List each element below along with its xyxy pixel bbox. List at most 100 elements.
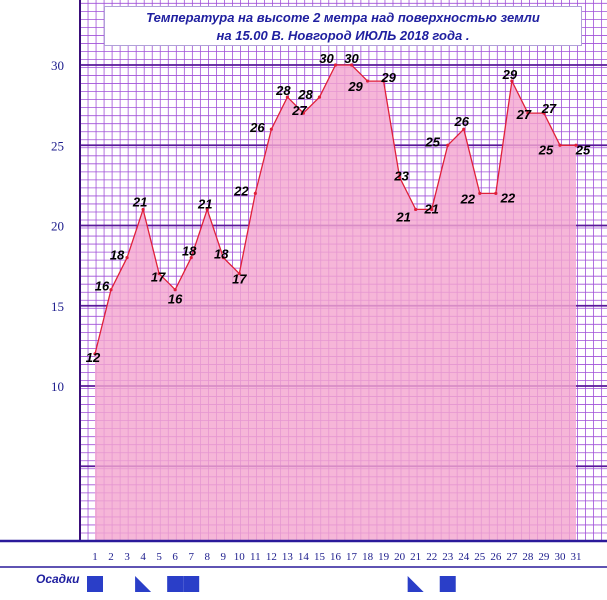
x-tick-label: 18: [362, 551, 374, 563]
data-point: [205, 207, 209, 212]
x-tick-label: 13: [282, 551, 294, 563]
x-tick-label: 11: [250, 551, 261, 563]
data-label: 23: [393, 168, 409, 183]
data-label: 29: [502, 67, 518, 82]
precip-marker-full: [183, 576, 200, 592]
data-point: [398, 175, 402, 179]
data-label: 25: [538, 142, 554, 157]
chart-title-line1: Температура на высоте 2 метра над поверх…: [146, 10, 540, 25]
data-point: [446, 143, 450, 147]
x-tick-label: 31: [571, 551, 582, 563]
precip-marker-partial: [135, 576, 152, 592]
data-point: [125, 256, 129, 260]
area-fill: [95, 65, 576, 541]
data-label: 28: [297, 87, 313, 102]
chart-title-line2: на 15.00 В. Новгород ИЮЛЬ 2018 года .: [216, 28, 470, 43]
x-tick-label: 30: [554, 551, 566, 563]
data-point: [93, 352, 97, 356]
data-point: [253, 191, 257, 195]
data-label: 25: [575, 142, 591, 157]
temperature-area: [93, 63, 578, 541]
data-label: 16: [168, 292, 183, 307]
data-point: [365, 79, 370, 83]
data-point: [317, 95, 322, 99]
y-tick-label: 15: [51, 299, 64, 314]
x-tick-label: 23: [442, 551, 454, 563]
x-tick-label: 28: [522, 551, 534, 563]
data-label: 27: [541, 101, 557, 116]
data-label: 26: [249, 120, 265, 135]
x-tick-label: 10: [234, 551, 246, 563]
data-point: [141, 207, 145, 212]
precip-marker-full: [439, 576, 456, 592]
data-point: [237, 272, 241, 276]
data-label: 25: [424, 134, 440, 149]
axes: [0, 0, 607, 568]
data-point: [526, 111, 530, 115]
x-tick-label: 12: [266, 551, 277, 563]
data-point: [301, 111, 306, 115]
data-label: 26: [454, 114, 470, 129]
x-tick-label: 8: [204, 551, 210, 563]
x-tick-label: 15: [314, 551, 326, 563]
data-point: [349, 63, 354, 67]
precip-marker-full: [167, 576, 184, 592]
x-tick-label: 29: [538, 551, 550, 563]
data-point: [478, 191, 482, 195]
x-tick-label: 5: [156, 551, 162, 563]
x-tick-label: 9: [221, 551, 227, 563]
data-label: 12: [86, 350, 101, 365]
data-label: 27: [291, 103, 307, 118]
precip-marker-full: [87, 576, 103, 592]
data-label: 30: [319, 51, 334, 66]
data-point: [574, 143, 578, 147]
data-label: 17: [151, 270, 166, 285]
data-label: 16: [95, 279, 110, 294]
chart-title-box: Температура на высоте 2 метра над поверх…: [104, 6, 582, 46]
y-tick-label: 10: [51, 379, 64, 394]
data-label: 28: [275, 83, 291, 98]
data-point: [542, 111, 546, 115]
data-label: 22: [233, 183, 249, 198]
data-point: [430, 207, 434, 212]
x-tick-label: 17: [346, 551, 358, 563]
x-tick-label: 16: [330, 551, 342, 563]
data-point: [109, 288, 113, 292]
y-tick-label: 25: [51, 138, 64, 153]
data-point: [414, 207, 418, 212]
x-tick-label: 19: [378, 551, 390, 563]
data-point: [333, 63, 338, 67]
data-label: 18: [182, 244, 197, 259]
data-point: [173, 288, 177, 292]
x-tick-label: 3: [124, 551, 130, 563]
data-point: [494, 191, 498, 195]
data-label: 21: [197, 196, 212, 211]
data-point: [510, 79, 514, 83]
data-point: [382, 79, 386, 83]
data-label: 29: [347, 79, 363, 94]
x-tick-label: 1: [92, 551, 98, 563]
x-tick-label: 7: [188, 551, 194, 563]
y-tick-labels: 10 15 20 25 30: [51, 58, 64, 394]
x-tick-label: 4: [140, 551, 146, 563]
x-tick-label: 24: [458, 551, 470, 563]
data-label: 30: [344, 51, 359, 66]
x-tick-label: 22: [426, 551, 437, 563]
data-point: [189, 256, 193, 260]
precipitation-markers: [87, 576, 456, 592]
data-point: [285, 95, 289, 99]
data-label: 21: [395, 209, 410, 224]
data-label: 18: [110, 248, 125, 263]
x-tick-label: 25: [474, 551, 486, 563]
data-label: 27: [516, 107, 532, 122]
x-tick-label: 6: [172, 551, 178, 563]
x-tick-label: 2: [108, 551, 114, 563]
data-label: 21: [132, 194, 147, 209]
data-point: [269, 127, 273, 131]
data-point: [221, 256, 225, 260]
data-point: [157, 272, 161, 276]
data-label: 21: [423, 201, 438, 216]
data-label: 22: [500, 190, 516, 205]
